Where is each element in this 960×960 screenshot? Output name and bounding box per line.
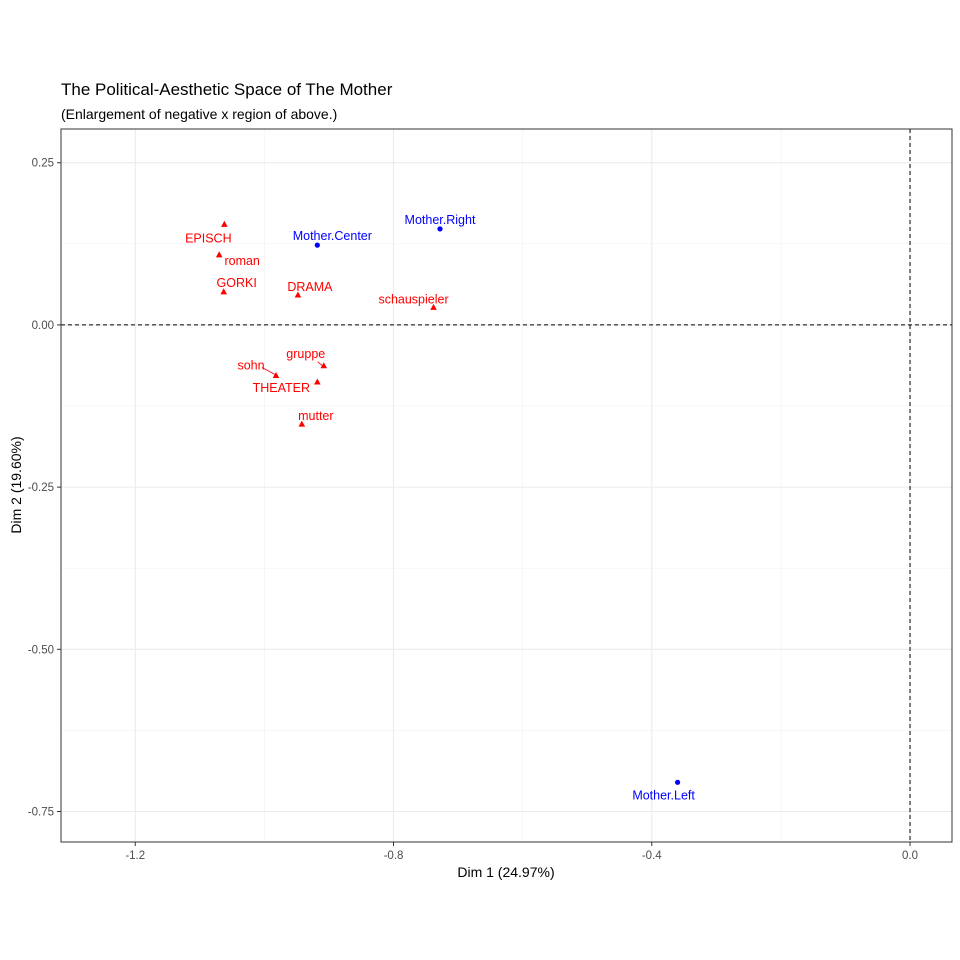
point-mother-right bbox=[437, 226, 443, 232]
label-episch: EPISCH bbox=[185, 231, 232, 245]
y-axis-title: Dim 2 (19.60%) bbox=[8, 436, 24, 533]
point-episch bbox=[221, 220, 228, 227]
y-tick-label: -0.75 bbox=[28, 807, 54, 819]
point-schauspieler bbox=[430, 303, 437, 310]
label-schauspieler: schauspieler bbox=[378, 292, 448, 306]
label-mother-center: Mother.Center bbox=[293, 229, 372, 243]
y-tick-label: 0.25 bbox=[32, 158, 54, 170]
point-gruppe bbox=[320, 362, 328, 369]
label-mother-right: Mother.Right bbox=[405, 213, 476, 227]
label-drama: DRAMA bbox=[287, 280, 333, 294]
y-tick-label: 0.00 bbox=[32, 320, 54, 332]
x-tick-label: -1.2 bbox=[125, 850, 145, 862]
y-axis-ticks: 0.25 0.00 -0.25 -0.50 -0.75 bbox=[28, 158, 61, 819]
y-tick-label: -0.50 bbox=[28, 644, 54, 656]
label-mutter: mutter bbox=[298, 409, 333, 423]
connector-sohn bbox=[261, 367, 276, 375]
reference-lines bbox=[61, 129, 952, 842]
data-points bbox=[215, 220, 681, 785]
chart-subtitle: (Enlargement of negative x region of abo… bbox=[61, 106, 337, 122]
label-gorki: GORKI bbox=[217, 276, 257, 290]
label-theater: THEATER bbox=[253, 381, 310, 395]
point-labels: Mother.Center Mother.Right Mother.Left EPIS… bbox=[185, 213, 695, 802]
point-roman bbox=[215, 251, 223, 258]
point-mother-left bbox=[674, 779, 681, 785]
y-tick-label: -0.25 bbox=[28, 482, 54, 494]
panel-border bbox=[60, 128, 953, 843]
chart-title: The Political-Aesthetic Space of The Mot… bbox=[61, 80, 393, 99]
grid-minor bbox=[61, 129, 952, 842]
point-sohn bbox=[272, 371, 280, 379]
x-axis-ticks: -1.2 -0.8 -0.4 0.0 bbox=[125, 842, 918, 862]
point-theater bbox=[314, 378, 321, 385]
label-mother-left: Mother.Left bbox=[632, 788, 695, 802]
label-gruppe: gruppe bbox=[286, 347, 325, 361]
point-drama bbox=[294, 291, 302, 298]
label-sohn: sohn bbox=[237, 359, 264, 373]
x-tick-label: -0.4 bbox=[642, 850, 662, 862]
label-roman: roman bbox=[224, 254, 259, 268]
x-tick-label: -0.8 bbox=[384, 850, 404, 862]
x-tick-label: 0.0 bbox=[902, 850, 918, 862]
point-mutter bbox=[298, 420, 306, 427]
point-gorki bbox=[220, 288, 228, 295]
point-mother-center bbox=[314, 242, 320, 248]
x-axis-title: Dim 1 (24.97%) bbox=[457, 864, 554, 880]
